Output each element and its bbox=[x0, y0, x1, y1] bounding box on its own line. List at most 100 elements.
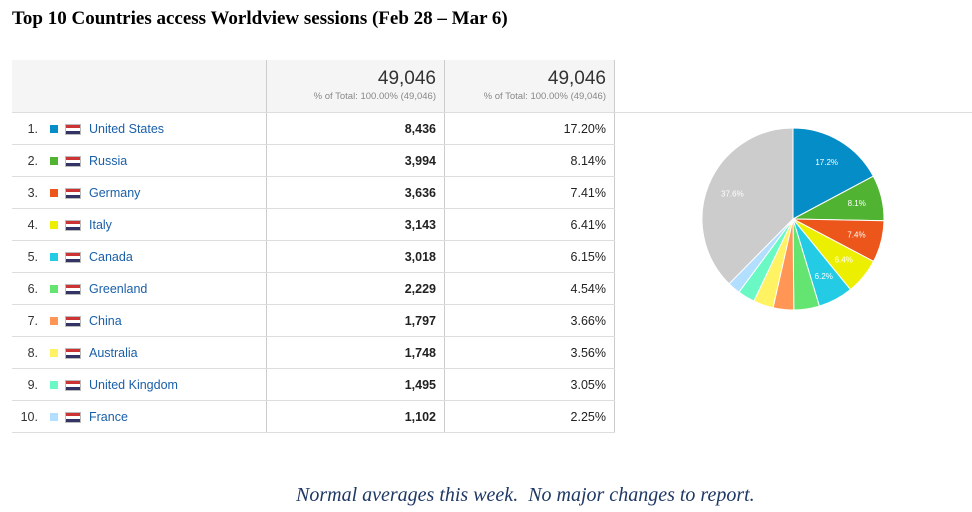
cell: 8. Australia bbox=[12, 336, 267, 369]
country-link[interactable]: United Kingdom bbox=[89, 377, 178, 392]
percent: 17.20% bbox=[444, 112, 615, 145]
swatch bbox=[50, 189, 58, 198]
flag bbox=[65, 411, 81, 423]
sessions: 3,994 bbox=[266, 144, 445, 177]
header-row: 49,046% of Total: 100.00% (49,046) 49,046… bbox=[12, 60, 615, 113]
cell: 10. France bbox=[12, 400, 267, 433]
swatch bbox=[50, 157, 58, 166]
footer-note: Normal averages this week. No major chan… bbox=[296, 484, 755, 506]
rank: 7. bbox=[27, 313, 38, 328]
row: 1. United States 8,436 17.20% bbox=[12, 112, 615, 145]
row: 4. Italy 3,143 6.41% bbox=[12, 208, 615, 241]
rank: 3. bbox=[27, 185, 38, 200]
sessions: 3,143 bbox=[266, 208, 445, 241]
country-link[interactable]: China bbox=[89, 313, 122, 328]
sessions: 1,102 bbox=[266, 400, 445, 433]
swatch bbox=[50, 349, 58, 358]
swatch bbox=[50, 125, 58, 134]
flag bbox=[65, 283, 81, 295]
row: 10. France 1,102 2.25% bbox=[12, 400, 615, 433]
percent: 8.14% bbox=[444, 144, 615, 177]
slice-label: 37.6% bbox=[721, 189, 744, 198]
flag bbox=[65, 155, 81, 167]
percent: 7.41% bbox=[444, 176, 615, 209]
sessions: 2,229 bbox=[266, 272, 445, 305]
title: Top 10 Countries access Worldview sessio… bbox=[12, 8, 508, 29]
total: 49,046 bbox=[377, 68, 436, 89]
percent: 3.66% bbox=[444, 304, 615, 337]
country-link[interactable]: Russia bbox=[89, 153, 128, 168]
percent: 2.25% bbox=[444, 400, 615, 433]
swatch bbox=[50, 285, 58, 294]
slice-label: 6.4% bbox=[835, 256, 853, 265]
swatch bbox=[50, 317, 58, 326]
flag bbox=[65, 219, 81, 231]
flag bbox=[65, 347, 81, 359]
sessions: 8,436 bbox=[266, 112, 445, 145]
rank: 4. bbox=[27, 217, 38, 232]
row: 5. Canada 3,018 6.15% bbox=[12, 240, 615, 273]
total: 49,046 bbox=[547, 68, 606, 89]
rank: 2. bbox=[27, 153, 38, 168]
swatch bbox=[50, 381, 58, 390]
row: 7. China 1,797 3.66% bbox=[12, 304, 615, 337]
slice-label: 8.1% bbox=[848, 199, 866, 208]
flag bbox=[65, 315, 81, 327]
country-link[interactable]: Australia bbox=[89, 345, 138, 360]
row: 6. Greenland 2,229 4.54% bbox=[12, 272, 615, 305]
swatch bbox=[50, 253, 58, 262]
pie-slice bbox=[701, 127, 794, 285]
percent: 3.56% bbox=[444, 336, 615, 369]
total-note: % of Total: 100.00% (49,046) bbox=[313, 91, 436, 102]
row: 9. United Kingdom 1,495 3.05% bbox=[12, 368, 615, 401]
cell: 4. Italy bbox=[12, 208, 267, 241]
slice-label: 17.2% bbox=[815, 158, 838, 167]
swatch bbox=[50, 221, 58, 230]
cell: 9. United Kingdom bbox=[12, 368, 267, 401]
header-cell: 49,046 % of Total: 100.00% (49,046) bbox=[266, 60, 445, 113]
country-link[interactable]: France bbox=[89, 409, 128, 424]
percent: 6.15% bbox=[444, 240, 615, 273]
cell: 5. Canada bbox=[12, 240, 267, 273]
row: 8. Australia 1,748 3.56% bbox=[12, 336, 615, 369]
sessions: 3,636 bbox=[266, 176, 445, 209]
rank: 10. bbox=[20, 409, 38, 424]
total-note: % of Total: 100.00% (49,046) bbox=[483, 91, 606, 102]
country-link[interactable]: Canada bbox=[89, 249, 133, 264]
pie-slice bbox=[792, 127, 874, 220]
cell: 3. Germany bbox=[12, 176, 267, 209]
cell: 6. Greenland bbox=[12, 272, 267, 305]
cell: 7. China bbox=[12, 304, 267, 337]
sessions: 3,018 bbox=[266, 240, 445, 273]
country-link[interactable]: Greenland bbox=[89, 281, 148, 296]
slice-label: 7.4% bbox=[847, 230, 865, 239]
row: 3. Germany 3,636 7.41% bbox=[12, 176, 615, 209]
flag bbox=[65, 187, 81, 199]
country-link[interactable]: Germany bbox=[89, 185, 141, 200]
rank: 9. bbox=[27, 377, 38, 392]
sessions: 1,495 bbox=[266, 368, 445, 401]
flag bbox=[65, 379, 81, 391]
rank: 5. bbox=[27, 249, 38, 264]
header-cell bbox=[12, 60, 267, 113]
data-table: 49,046% of Total: 100.00% (49,046) 49,046… bbox=[12, 60, 615, 433]
row: 2. Russia 3,994 8.14% bbox=[12, 144, 615, 177]
divider bbox=[598, 112, 972, 113]
flag bbox=[65, 251, 81, 263]
percent: 3.05% bbox=[444, 368, 615, 401]
rank: 8. bbox=[27, 345, 38, 360]
percent: 6.41% bbox=[444, 208, 615, 241]
cell: 2. Russia bbox=[12, 144, 267, 177]
header-cell: 49,046 % of Total: 100.00% (49,046) bbox=[444, 60, 615, 113]
percent: 4.54% bbox=[444, 272, 615, 305]
cell: 1. United States bbox=[12, 112, 267, 145]
sessions: 1,797 bbox=[266, 304, 445, 337]
pie-chart: 17.2% 8.1% 7.4% 6.4%6.2% 37.6% bbox=[701, 127, 885, 311]
country-link[interactable]: United States bbox=[89, 121, 165, 136]
rank: 6. bbox=[27, 281, 38, 296]
rank: 1. bbox=[27, 121, 38, 136]
flag bbox=[65, 123, 81, 135]
sessions: 1,748 bbox=[266, 336, 445, 369]
country-link[interactable]: Italy bbox=[89, 217, 112, 232]
